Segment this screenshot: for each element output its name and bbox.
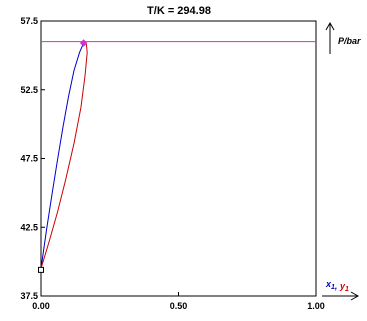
y-tick-label: 57.5 [20,16,38,26]
x-tick-label: 0.00 [32,301,50,311]
y-tick-label: 37.5 [20,291,38,301]
plot-area [40,20,317,297]
x-label-subscript: 1 [345,286,349,293]
x-label-part: y [339,281,346,291]
x-tick-label: 1.00 [307,301,325,311]
x-axis-label: x1, y1 [325,279,349,293]
y-axis-arrow [325,21,335,54]
x-axis-arrow [322,291,360,301]
series-line-1 [40,42,88,269]
series-line-0 [40,42,85,269]
square-marker [38,266,44,273]
x-label-subscript: 1 [331,284,335,291]
x-axis: 0.00 0.50 1.00 [32,292,325,311]
y-tick-label: 47.5 [20,154,38,164]
y-tick-label: 42.5 [20,222,38,232]
x-label-part: , [334,281,340,291]
chart-title: T/K = 294.98 [147,5,211,17]
y-axis-label: P/bar [338,36,361,46]
x-label-part: x [325,279,332,289]
plot-frame [40,20,317,297]
x-tick-label: 0.50 [170,301,188,311]
y-axis: 37.5 42.5 47.5 52.5 57.5 [20,16,45,301]
marker-layer [38,39,88,273]
series-layer [40,42,88,269]
y-tick-label: 52.5 [20,85,38,95]
diamond-marker [79,39,88,47]
